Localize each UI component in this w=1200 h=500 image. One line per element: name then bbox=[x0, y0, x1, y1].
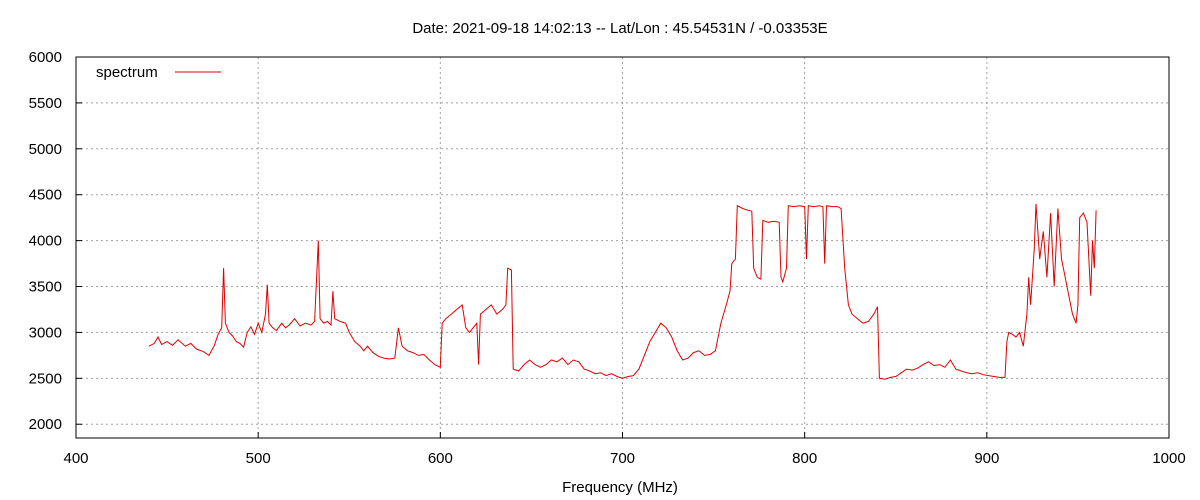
chart-title: Date: 2021-09-18 14:02:13 -- Lat/Lon : 4… bbox=[412, 20, 827, 37]
x-tick-label: 600 bbox=[428, 450, 453, 467]
y-axis-ticks: 2000 2500 3000 3500 4000 4500 5000 5500 6000 bbox=[29, 49, 82, 433]
y-tick-label: 5000 bbox=[29, 141, 62, 158]
y-tick-label: 3500 bbox=[29, 279, 62, 296]
y-tick-label: 2000 bbox=[29, 416, 62, 433]
x-axis-ticks: 400 500 600 700 800 900 1000 bbox=[63, 432, 1186, 467]
legend-label-spectrum: spectrum bbox=[96, 64, 158, 81]
spectrum-series-line bbox=[148, 203, 1097, 380]
x-tick-label: 500 bbox=[246, 450, 271, 467]
x-tick-label: 1000 bbox=[1152, 450, 1185, 467]
x-tick-label: 900 bbox=[974, 450, 999, 467]
x-axis-label: Frequency (MHz) bbox=[562, 479, 678, 496]
legend: spectrum bbox=[96, 64, 221, 81]
x-tick-label: 400 bbox=[63, 450, 88, 467]
y-tick-label: 6000 bbox=[29, 49, 62, 66]
y-tick-label: 4000 bbox=[29, 233, 62, 250]
y-tick-label: 2500 bbox=[29, 370, 62, 387]
x-tick-label: 700 bbox=[610, 450, 635, 467]
y-tick-label: 4500 bbox=[29, 187, 62, 204]
plot-frame bbox=[75, 56, 1170, 439]
x-tick-label: 800 bbox=[792, 450, 817, 467]
grid-lines bbox=[76, 57, 1169, 438]
y-tick-label: 3000 bbox=[29, 324, 62, 341]
y-tick-label: 5500 bbox=[29, 95, 62, 112]
